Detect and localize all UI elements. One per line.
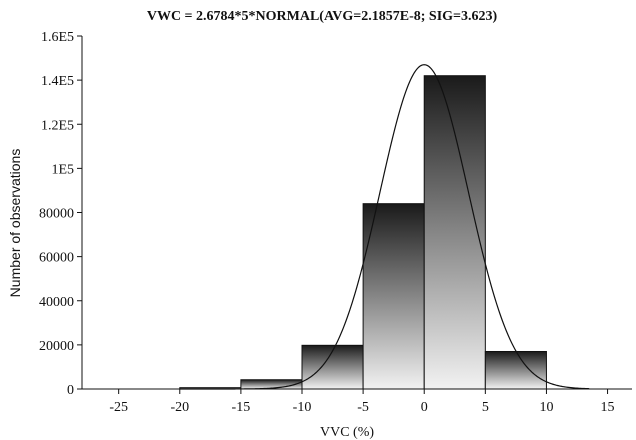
y-tick-label: 40000 [39, 295, 74, 310]
chart-title: VWC = 2.6784*5*NORMAL(AVG=2.1857E-8; SIG… [147, 9, 498, 24]
histogram-bar [362, 203, 425, 390]
histogram-bar [301, 344, 364, 390]
y-tick-label: 1.6E5 [41, 30, 74, 45]
x-axis-title: VVC (%) [320, 425, 374, 440]
y-tick-label: 60000 [39, 251, 74, 266]
histogram-bars [179, 75, 547, 390]
x-tick-label: -15 [232, 400, 251, 415]
x-tick-label: 15 [601, 400, 615, 415]
x-tick-label: -25 [109, 400, 128, 415]
y-tick-label: 80000 [39, 207, 74, 222]
x-tick-label: -20 [170, 400, 189, 415]
y-tick-label: 1.4E5 [41, 74, 74, 89]
y-axis-ticks: 0 20000 40000 60000 80000 1E5 1.2E5 1.4E5 1.6E5 [39, 30, 82, 398]
y-tick-label: 20000 [39, 339, 74, 354]
x-tick-label: 0 [421, 400, 428, 415]
y-tick-label: 0 [67, 383, 74, 398]
x-tick-label: -10 [293, 400, 312, 415]
y-tick-label: 1.2E5 [41, 118, 74, 133]
y-axis-title: Number of observations [7, 149, 23, 298]
x-tick-label: -5 [357, 400, 369, 415]
y-tick-label: 1E5 [51, 162, 74, 177]
x-tick-label: 5 [482, 400, 489, 415]
x-tick-label: 10 [539, 400, 553, 415]
histogram-bar [423, 75, 486, 390]
histogram-bar [484, 350, 547, 390]
x-axis-ticks: -25 -20 -15 -10 -5 0 5 10 15 [109, 389, 615, 415]
